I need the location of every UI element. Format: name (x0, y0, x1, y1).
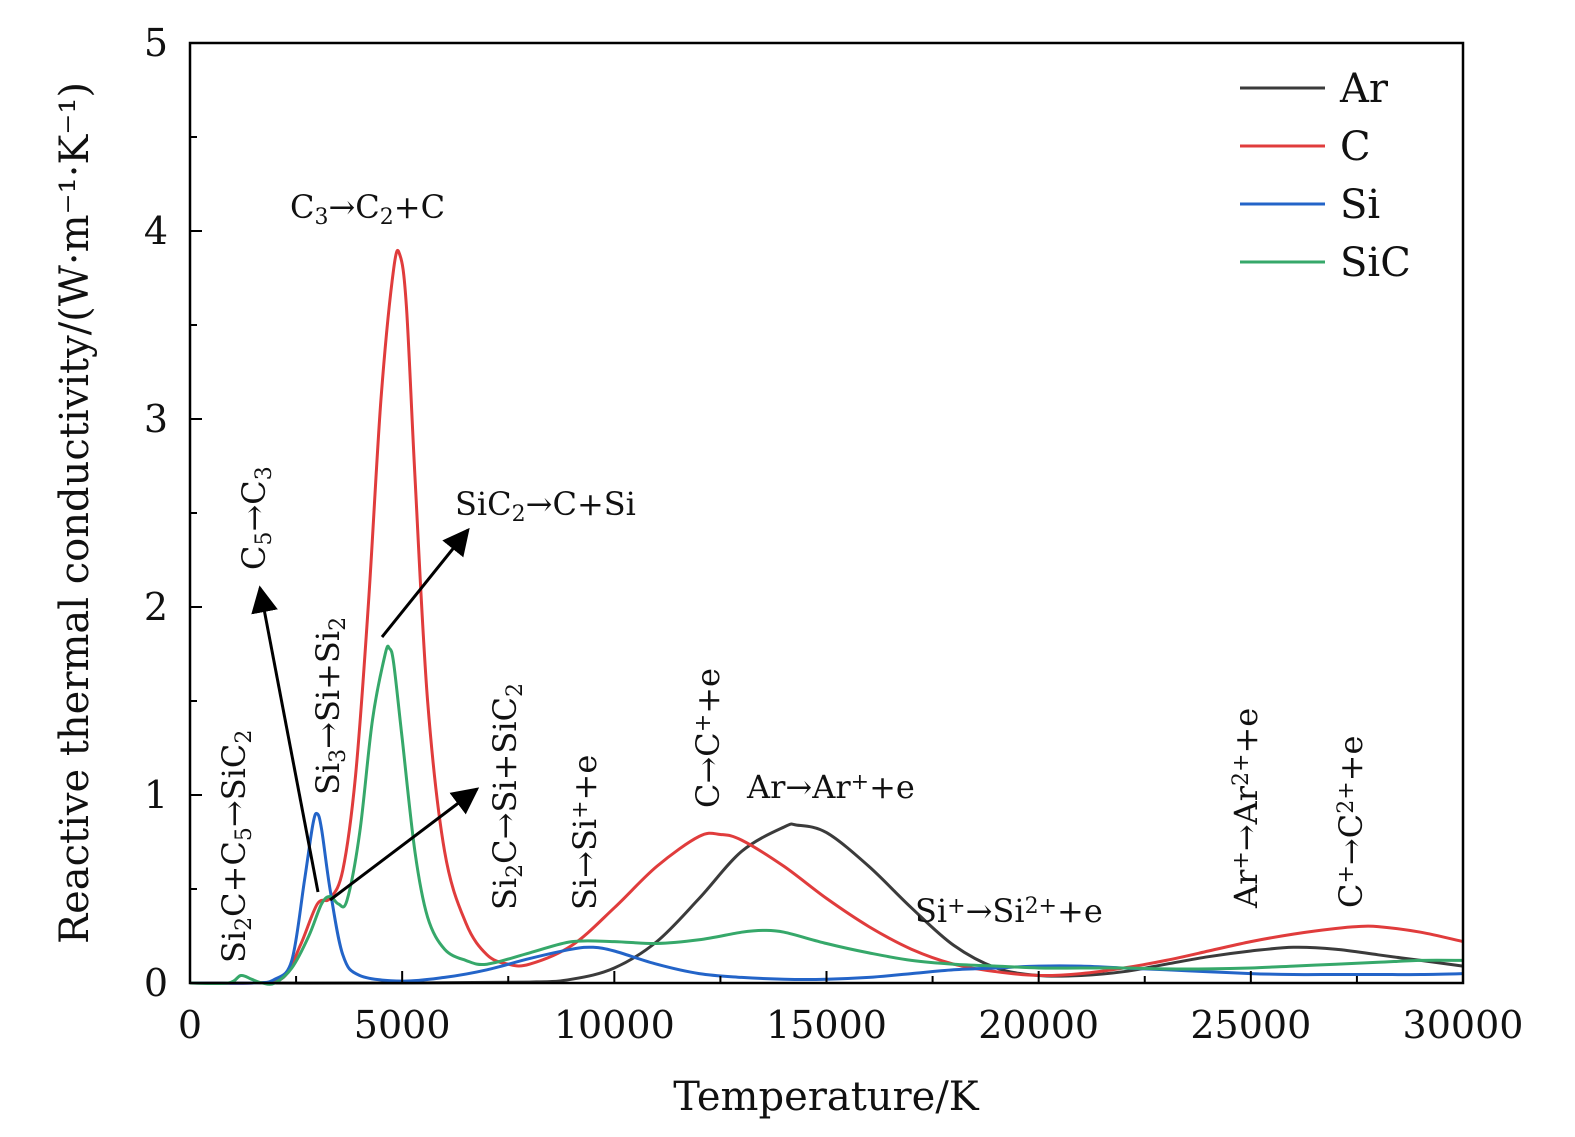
annotation-c3: C3→C2+C (290, 188, 445, 230)
annotation-sic2: SiC2→C+Si (455, 485, 636, 527)
y-tick-label: 5 (144, 21, 168, 65)
annotation-c5: C5→C3 (235, 466, 277, 570)
annotation-arrows-group (251, 527, 480, 902)
arrow-to-si2c (329, 787, 480, 902)
x-tick-label: 0 (178, 1003, 202, 1047)
annotations-group: C3→C2+C SiC2→C+Si C5→C3 Si3→Si+Si2 Si2C+C5→S… (215, 188, 1370, 963)
x-tick-label: 20000 (978, 1003, 1099, 1047)
x-axis-title: Temperature/K (673, 1074, 980, 1120)
y-tick-label: 1 (144, 773, 168, 817)
legend-label-ar: Ar (1339, 66, 1389, 112)
y-tick-label: 0 (144, 961, 168, 1005)
series-line-sic (189, 644, 1464, 986)
x-tick-label: 10000 (554, 1003, 675, 1047)
arrow-to-sic2 (380, 527, 470, 638)
arrow-to-c5 (251, 585, 320, 893)
annotation-ar-ion2: Ar+→Ar2++e (1227, 708, 1265, 909)
series-line-c (189, 248, 1464, 985)
series-line-ar (189, 822, 1464, 985)
plot-series-group (189, 248, 1464, 986)
y-tick-label: 3 (144, 397, 168, 441)
series-line-si (189, 811, 1464, 985)
annotation-c-ion2: C+→C2++e (1332, 736, 1370, 908)
y-tick-label: 4 (144, 209, 168, 253)
annotation-si-ion2: Si+→Si2++e (915, 892, 1103, 930)
axis-ticks-group: 0 5000 10000 15000 20000 25000 30000 0 1 2 3 4 5 (144, 21, 1524, 1047)
legend-label-sic: SiC (1340, 240, 1411, 286)
x-tick-label: 5000 (354, 1003, 451, 1047)
annotation-c-ion: C→C++e (689, 668, 727, 808)
annotation-ar-ion: Ar→Ar++e (746, 768, 915, 806)
annotation-si3: Si3→Si+Si2 (309, 617, 351, 795)
annotation-si-ion: Si→Si++e (566, 755, 604, 910)
legend-label-si: Si (1340, 182, 1380, 228)
y-tick-label: 2 (144, 585, 168, 629)
plot-frame (188, 41, 1465, 985)
x-tick-label: 15000 (766, 1003, 887, 1047)
y-axis-title: Reactive thermal conductivity/(W·m⁻¹·K⁻¹… (52, 82, 98, 944)
x-tick-label: 30000 (1403, 1003, 1524, 1047)
x-tick-label: 25000 (1190, 1003, 1311, 1047)
legend-label-c: C (1340, 124, 1371, 170)
annotation-si2c: Si2C→Si+SiC2 (486, 683, 528, 910)
legend: Ar C Si SiC (1240, 66, 1411, 286)
annotation-si2c-c5: Si2C+C5→SiC2 (215, 730, 257, 963)
